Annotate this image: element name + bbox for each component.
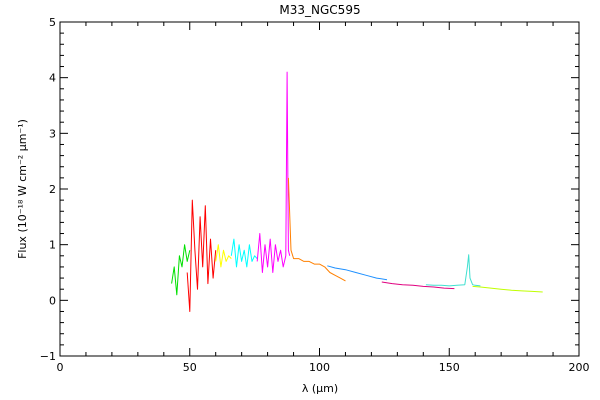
- spectrum-segment-4: [230, 238, 258, 268]
- y-tick-label: 2: [49, 183, 56, 196]
- y-ticks: −1 0 1 2 3 4 5: [40, 16, 579, 363]
- spectrum-segment-2: [186, 199, 217, 312]
- x-ticks: 0 50 100 150 200: [57, 22, 590, 374]
- series-group: [171, 71, 543, 312]
- x-axis-label: λ (μm): [302, 382, 338, 395]
- chart-title: M33_NGC595: [279, 3, 360, 17]
- x-tick-label: 50: [183, 361, 197, 374]
- spectrum-segment-9: [425, 254, 481, 287]
- y-tick-label: 0: [49, 294, 56, 307]
- spectrum-segment-8: [381, 281, 455, 290]
- spectrum-segment-6: [287, 177, 346, 282]
- spectrum-segment-1: [171, 244, 191, 296]
- spectrum-segment-10: [472, 285, 543, 293]
- plot-frame: [59, 21, 580, 357]
- spectrum-segment-3: [215, 244, 232, 268]
- x-tick-label: 100: [309, 361, 330, 374]
- y-axis-label: Flux (10⁻¹⁸ W cm⁻² μm⁻¹): [16, 119, 29, 259]
- y-tick-label: 3: [49, 127, 56, 140]
- y-tick-label: 4: [49, 72, 56, 85]
- x-tick-label: 0: [57, 361, 64, 374]
- x-tick-label: 150: [439, 361, 460, 374]
- spectrum-segment-5: [256, 71, 291, 273]
- y-tick-label: 5: [49, 16, 56, 29]
- y-tick-label: −1: [40, 350, 56, 363]
- spectrum-segment-7: [327, 265, 388, 281]
- y-tick-label: 1: [49, 239, 56, 252]
- x-tick-label: 200: [569, 361, 590, 374]
